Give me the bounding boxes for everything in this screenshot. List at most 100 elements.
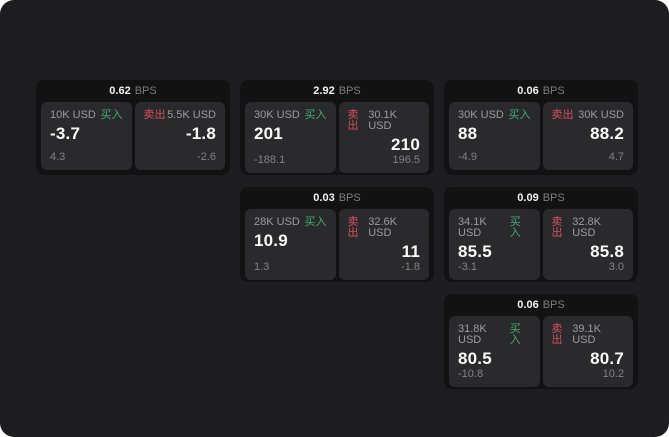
buy-side-label: 买入 [509,216,521,239]
bps-value: 0.06 [517,298,539,311]
sell-delta: 3.0 [608,260,624,273]
bps-value: 0.62 [109,84,131,97]
sell-panel[interactable]: 卖出 30.1K USD 210 196.5 [338,102,429,173]
quote-card: 0.06 BPS 30K USD 买入 88 -4.9 卖出 30K USD 8… [444,80,638,175]
bps-unit-label: BPS [542,191,565,204]
buy-panel[interactable]: 28K USD 买入 10.9 1.3 [245,209,336,280]
quote-panels: 31.8K USD 买入 80.5 -10.8 卖出 39.1K USD 80.… [444,316,638,389]
sell-panel[interactable]: 卖出 5.5K USD -1.8 -2.6 [134,102,225,170]
buy-size: 28K USD [254,216,300,228]
sell-meta-row: 卖出 30.1K USD [348,110,421,132]
bps-spread-header: 0.06 BPS [444,80,638,102]
bps-unit-label: BPS [542,298,565,311]
buy-panel[interactable]: 10K USD 买入 -3.7 4.3 [41,102,132,170]
buy-meta-row: 30K USD 买入 [254,110,327,121]
sell-size: 39.1K USD [572,323,601,346]
quote-card: 0.62 BPS 10K USD 买入 -3.7 4.3 卖出 5.5K USD… [36,80,230,175]
buy-delta: -188.1 [254,153,286,166]
sell-meta-row: 卖出 5.5K USD [144,110,217,121]
bps-value: 0.06 [517,84,539,97]
buy-size: 31.8K USD [458,323,487,346]
buy-panel[interactable]: 34.1K USD 买入 85.5 -3.1 [449,209,540,280]
buy-side-label: 买入 [508,109,531,121]
bps-value: 0.03 [313,191,335,204]
sell-side-label: 卖出 [551,323,563,346]
sell-price: 88.2 [590,124,624,143]
buy-size: 30K USD [254,109,300,121]
buy-side-label: 买入 [509,323,521,346]
quote-card: 0.09 BPS 34.1K USD 买入 85.5 -3.1 卖出 32.8K… [444,187,638,282]
bps-spread-header: 2.92 BPS [240,80,434,102]
buy-delta: 1.3 [254,260,270,273]
sell-panel[interactable]: 卖出 30K USD 88.2 4.7 [542,102,633,170]
sell-size: 32.8K USD [572,216,601,239]
sell-delta: -2.6 [197,151,216,163]
buy-side-label: 买入 [304,109,327,121]
bps-unit-label: BPS [338,191,361,204]
quote-card: 0.03 BPS 28K USD 买入 10.9 1.3 卖出 32.6K US… [240,187,434,282]
buy-price: 201 [254,124,283,143]
buy-price: 85.5 [458,242,492,261]
buy-price: 80.5 [458,349,492,368]
bps-spread-header: 0.03 BPS [240,187,434,209]
sell-meta-row: 卖出 30K USD [552,110,625,121]
sell-delta: -1.8 [401,260,420,273]
sell-panel[interactable]: 卖出 32.8K USD 85.8 3.0 [542,209,633,280]
sell-side-label: 卖出 [143,109,166,121]
bps-spread-header: 0.09 BPS [444,187,638,209]
quote-card: 2.92 BPS 30K USD 买入 201 -188.1 卖出 30.1K … [240,80,434,175]
buy-size: 30K USD [458,109,504,121]
bps-value: 0.09 [517,191,539,204]
buy-meta-row: 10K USD 买入 [50,110,123,121]
sell-size: 32.6K USD [368,216,397,239]
quote-panels: 34.1K USD 买入 85.5 -3.1 卖出 32.8K USD 85.8… [444,209,638,282]
quote-card: 0.06 BPS 31.8K USD 买入 80.5 -10.8 卖出 39.1… [444,294,638,389]
buy-delta: -3.1 [458,260,477,273]
sell-size: 30K USD [578,109,624,121]
quote-grid: 0.62 BPS 10K USD 买入 -3.7 4.3 卖出 5.5K USD… [36,80,638,389]
sell-price: -1.8 [185,124,216,143]
buy-panel[interactable]: 31.8K USD 买入 80.5 -10.8 [449,316,540,387]
bps-spread-header: 0.62 BPS [36,80,230,102]
sell-delta: 196.5 [392,153,420,166]
sell-size: 5.5K USD [167,109,216,121]
bps-unit-label: BPS [134,84,157,97]
sell-side-label: 卖出 [551,109,574,121]
bps-unit-label: BPS [338,84,361,97]
buy-meta-row: 31.8K USD 买入 [458,324,531,346]
buy-meta-row: 28K USD 买入 [254,217,327,228]
buy-delta: 4.3 [50,151,66,163]
quote-panels: 28K USD 买入 10.9 1.3 卖出 32.6K USD 11 -1.8 [240,209,434,282]
sell-meta-row: 卖出 32.6K USD [348,217,421,239]
buy-meta-row: 30K USD 买入 [458,110,531,121]
sell-meta-row: 卖出 39.1K USD [552,324,625,346]
buy-price: -3.7 [50,124,81,143]
quote-panels: 30K USD 买入 201 -188.1 卖出 30.1K USD 210 1… [240,102,434,175]
sell-panel[interactable]: 卖出 32.6K USD 11 -1.8 [338,209,429,280]
sell-price: 210 [391,135,420,154]
sell-side-label: 卖出 [551,216,563,239]
sell-price: 85.8 [590,242,624,261]
sell-side-label: 卖出 [347,109,359,132]
sell-meta-row: 卖出 32.8K USD [552,217,625,239]
quote-panels: 30K USD 买入 88 -4.9 卖出 30K USD 88.2 4.7 [444,102,638,175]
sell-delta: 4.7 [608,151,624,163]
buy-delta: -4.9 [458,151,477,163]
buy-price: 10.9 [254,231,288,250]
buy-meta-row: 34.1K USD 买入 [458,217,531,239]
buy-panel[interactable]: 30K USD 买入 201 -188.1 [245,102,336,173]
bps-spread-header: 0.06 BPS [444,294,638,316]
buy-size: 10K USD [50,109,96,121]
sell-delta: 10.2 [602,367,624,380]
buy-side-label: 买入 [304,216,327,228]
sell-price: 11 [401,242,420,261]
buy-panel[interactable]: 30K USD 买入 88 -4.9 [449,102,540,170]
buy-delta: -10.8 [458,367,484,380]
bps-value: 2.92 [313,84,335,97]
sell-panel[interactable]: 卖出 39.1K USD 80.7 10.2 [542,316,633,387]
buy-side-label: 买入 [100,109,123,121]
sell-size: 30.1K USD [368,109,397,132]
buy-price: 88 [458,124,478,143]
buy-size: 34.1K USD [458,216,487,239]
